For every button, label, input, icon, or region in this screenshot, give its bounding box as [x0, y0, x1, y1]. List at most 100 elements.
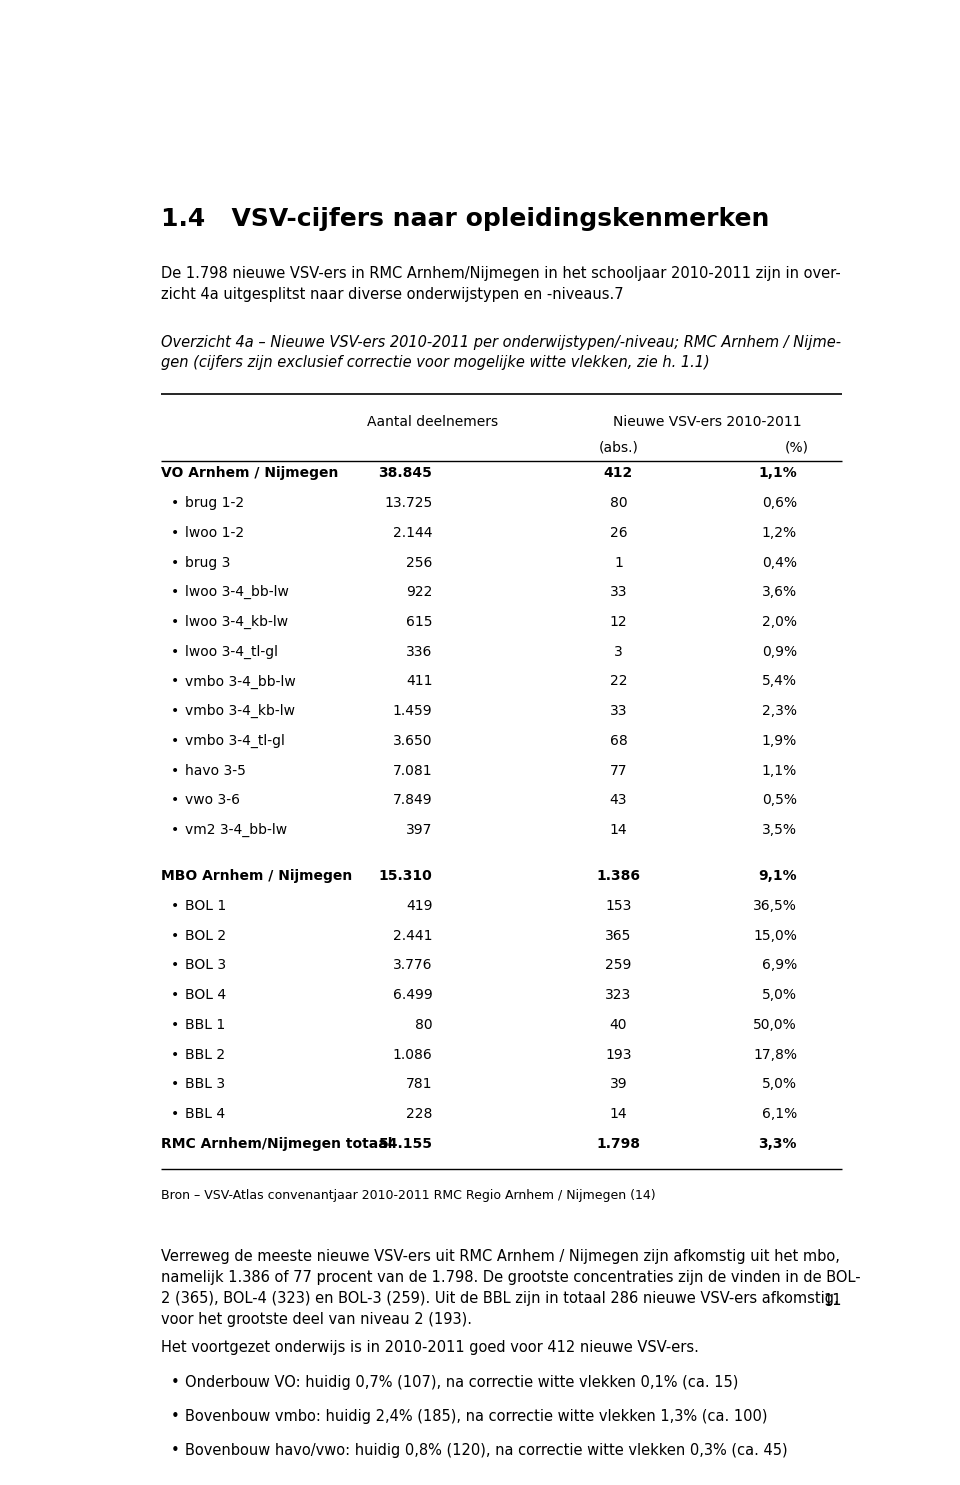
Text: MBO Arnhem / Nijmegen: MBO Arnhem / Nijmegen	[161, 869, 352, 884]
Text: 40: 40	[610, 1017, 627, 1032]
Text: vm2 3-4_bb-lw: vm2 3-4_bb-lw	[184, 823, 287, 838]
Text: 2,0%: 2,0%	[762, 615, 797, 630]
Text: 259: 259	[606, 958, 632, 973]
Text: 0,5%: 0,5%	[762, 793, 797, 808]
Text: lwoo 3-4_tl-gl: lwoo 3-4_tl-gl	[184, 644, 277, 659]
Text: 336: 336	[406, 644, 432, 659]
Text: 1.4   VSV-cijfers naar opleidingskenmerken: 1.4 VSV-cijfers naar opleidingskenmerken	[161, 206, 769, 230]
Text: (abs.): (abs.)	[598, 440, 638, 454]
Text: BOL 1: BOL 1	[184, 898, 226, 913]
Text: 1: 1	[614, 555, 623, 570]
Text: 15.310: 15.310	[379, 869, 432, 884]
Text: 5,4%: 5,4%	[762, 674, 797, 689]
Text: 22: 22	[610, 674, 627, 689]
Text: 39: 39	[610, 1077, 627, 1091]
Text: •: •	[171, 1443, 180, 1458]
Text: 922: 922	[406, 585, 432, 600]
Text: 323: 323	[606, 988, 632, 1002]
Text: BBL 3: BBL 3	[184, 1077, 225, 1091]
Text: 256: 256	[406, 555, 432, 570]
Text: •: •	[171, 1017, 179, 1032]
Text: •: •	[171, 555, 179, 570]
Text: BBL 2: BBL 2	[184, 1047, 225, 1062]
Text: 36,5%: 36,5%	[754, 898, 797, 913]
Text: (%): (%)	[785, 440, 809, 454]
Text: 1.386: 1.386	[596, 869, 640, 884]
Text: BBL 4: BBL 4	[184, 1106, 225, 1121]
Text: 615: 615	[406, 615, 432, 630]
Text: 14: 14	[610, 1106, 627, 1121]
Text: •: •	[171, 958, 179, 973]
Text: 38.845: 38.845	[378, 466, 432, 480]
Text: •: •	[171, 793, 179, 808]
Text: Bron – VSV-Atlas convenantjaar 2010-2011 RMC Regio Arnhem / Nijmegen (14): Bron – VSV-Atlas convenantjaar 2010-2011…	[161, 1189, 656, 1203]
Text: •: •	[171, 704, 179, 719]
Text: 3,3%: 3,3%	[758, 1136, 797, 1151]
Text: 17,8%: 17,8%	[753, 1047, 797, 1062]
Text: 2,3%: 2,3%	[762, 704, 797, 719]
Text: 54.155: 54.155	[378, 1136, 432, 1151]
Text: 6.499: 6.499	[393, 988, 432, 1002]
Text: Bovenbouw vmbo: huidig 2,4% (185), na correctie witte vlekken 1,3% (ca. 100): Bovenbouw vmbo: huidig 2,4% (185), na co…	[184, 1409, 767, 1424]
Text: 14: 14	[610, 823, 627, 838]
Text: Bovenbouw havo/vwo: huidig 0,8% (120), na correctie witte vlekken 0,3% (ca. 45): Bovenbouw havo/vwo: huidig 0,8% (120), n…	[184, 1443, 787, 1458]
Text: BBL 1: BBL 1	[184, 1017, 225, 1032]
Text: vmbo 3-4_tl-gl: vmbo 3-4_tl-gl	[184, 734, 284, 748]
Text: •: •	[171, 898, 179, 913]
Text: Nieuwe VSV-ers 2010-2011: Nieuwe VSV-ers 2010-2011	[613, 414, 802, 429]
Text: 419: 419	[406, 898, 432, 913]
Text: 11: 11	[823, 1293, 842, 1308]
Text: 80: 80	[415, 1017, 432, 1032]
Text: 412: 412	[604, 466, 633, 480]
Text: •: •	[171, 1077, 179, 1091]
Text: 1.798: 1.798	[596, 1136, 640, 1151]
Text: 1,1%: 1,1%	[762, 763, 797, 778]
Text: •: •	[171, 928, 179, 943]
Text: Onderbouw VO: huidig 0,7% (107), na correctie witte vlekken 0,1% (ca. 15): Onderbouw VO: huidig 0,7% (107), na corr…	[184, 1375, 738, 1390]
Text: Aantal deelnemers: Aantal deelnemers	[367, 414, 498, 429]
Text: VO Arnhem / Nijmegen: VO Arnhem / Nijmegen	[161, 466, 338, 480]
Text: 26: 26	[610, 526, 627, 541]
Text: 50,0%: 50,0%	[754, 1017, 797, 1032]
Text: •: •	[171, 526, 179, 541]
Text: 6,9%: 6,9%	[762, 958, 797, 973]
Text: 3,5%: 3,5%	[762, 823, 797, 838]
Text: 153: 153	[606, 898, 632, 913]
Text: brug 3: brug 3	[184, 555, 230, 570]
Text: •: •	[171, 734, 179, 748]
Text: 411: 411	[406, 674, 432, 689]
Text: 80: 80	[610, 496, 627, 509]
Text: RMC Arnhem/Nijmegen totaal: RMC Arnhem/Nijmegen totaal	[161, 1136, 393, 1151]
Text: •: •	[171, 644, 179, 659]
Text: Overzicht 4a – Nieuwe VSV-ers 2010-2011 per onderwijstypen/-niveau; RMC Arnhem /: Overzicht 4a – Nieuwe VSV-ers 2010-2011 …	[161, 334, 841, 370]
Text: 1.086: 1.086	[393, 1047, 432, 1062]
Text: 9,1%: 9,1%	[758, 869, 797, 884]
Text: BOL 4: BOL 4	[184, 988, 226, 1002]
Text: 3: 3	[614, 644, 623, 659]
Text: 3,6%: 3,6%	[762, 585, 797, 600]
Text: 2.144: 2.144	[393, 526, 432, 541]
Text: De 1.798 nieuwe VSV-ers in RMC Arnhem/Nijmegen in het schooljaar 2010-2011 zijn : De 1.798 nieuwe VSV-ers in RMC Arnhem/Ni…	[161, 266, 841, 303]
Text: 43: 43	[610, 793, 627, 808]
Text: lwoo 1-2: lwoo 1-2	[184, 526, 244, 541]
Text: •: •	[171, 1375, 180, 1390]
Text: •: •	[171, 1106, 179, 1121]
Text: 1,2%: 1,2%	[762, 526, 797, 541]
Text: 0,6%: 0,6%	[762, 496, 797, 509]
Text: havo 3-5: havo 3-5	[184, 763, 246, 778]
Text: lwoo 3-4_kb-lw: lwoo 3-4_kb-lw	[184, 615, 288, 630]
Text: •: •	[171, 1409, 180, 1424]
Text: 3.776: 3.776	[393, 958, 432, 973]
Text: BOL 3: BOL 3	[184, 958, 226, 973]
Text: BOL 2: BOL 2	[184, 928, 226, 943]
Text: lwoo 3-4_bb-lw: lwoo 3-4_bb-lw	[184, 585, 289, 600]
Text: •: •	[171, 763, 179, 778]
Text: 12: 12	[610, 615, 627, 630]
Text: 1.459: 1.459	[393, 704, 432, 719]
Text: 781: 781	[406, 1077, 432, 1091]
Text: vwo 3-6: vwo 3-6	[184, 793, 240, 808]
Text: 3.650: 3.650	[393, 734, 432, 748]
Text: •: •	[171, 823, 179, 838]
Text: 0,9%: 0,9%	[762, 644, 797, 659]
Text: vmbo 3-4_kb-lw: vmbo 3-4_kb-lw	[184, 704, 295, 719]
